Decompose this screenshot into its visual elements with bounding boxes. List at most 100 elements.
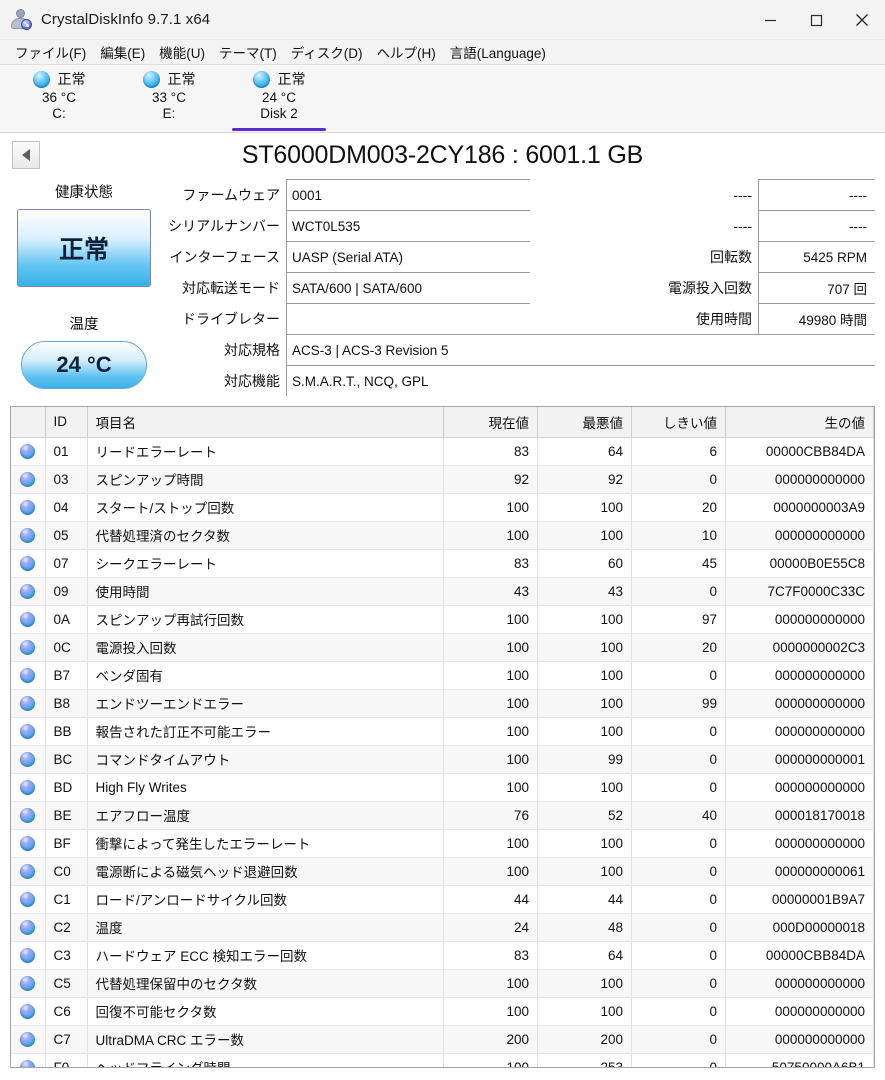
field-blank-2: ---- ---- <box>650 210 875 241</box>
maximize-icon[interactable] <box>793 0 839 40</box>
table-row[interactable]: BF 衝撃によって発生したエラーレート 100 100 0 000000000000 <box>11 829 874 858</box>
table-row[interactable]: BB 報告された訂正不可能エラー 100 100 0 000000000000 <box>11 717 874 746</box>
row-threshold: 0 <box>631 1053 726 1067</box>
col-header-threshold[interactable]: しきい値 <box>631 407 726 438</box>
row-status-cell <box>11 941 46 970</box>
disk-tab-1[interactable]: 正常 33 °C E: <box>114 65 224 131</box>
row-worst: 100 <box>537 493 632 522</box>
row-raw: 000000000000 <box>725 605 874 634</box>
table-row[interactable]: C3 ハードウェア ECC 検知エラー回数 83 64 0 00000CBB84DA <box>11 941 874 970</box>
close-icon[interactable] <box>839 0 885 40</box>
row-current: 44 <box>443 885 538 914</box>
disk-tab-0[interactable]: 正常 36 °C C: <box>4 65 114 131</box>
row-name: スタート/ストップ回数 <box>87 493 444 522</box>
row-status-cell <box>11 437 46 466</box>
table-row[interactable]: C5 代替処理保留中のセクタ数 100 100 0 000000000000 <box>11 969 874 998</box>
minimize-icon[interactable] <box>747 0 793 40</box>
table-row[interactable]: 0C 電源投入回数 100 100 20 0000000002C3 <box>11 633 874 662</box>
menu-file[interactable]: ファイル(F) <box>15 46 87 61</box>
row-worst: 100 <box>537 717 632 746</box>
table-row[interactable]: C7 UltraDMA CRC エラー数 200 200 0 000000000000 <box>11 1025 874 1054</box>
row-current: 100 <box>443 773 538 802</box>
smart-attributes-panel[interactable]: ID 項目名 現在値 最悪値 しきい値 生の値 01 リードエラーレート 83 64 6… <box>10 406 875 1068</box>
menu-function[interactable]: 機能(U) <box>159 46 205 61</box>
table-row[interactable]: 04 スタート/ストップ回数 100 100 20 0000000003A9 <box>11 493 874 522</box>
row-name: ハードウェア ECC 検知エラー回数 <box>87 941 444 970</box>
row-raw: 0000000002C3 <box>725 633 874 662</box>
row-worst: 52 <box>537 801 632 830</box>
row-id: BC <box>45 745 88 774</box>
col-header-raw[interactable]: 生の値 <box>725 407 874 438</box>
row-status-cell <box>11 493 46 522</box>
disk-tab-name: E: <box>162 106 176 121</box>
field-label: インターフェース <box>169 248 280 265</box>
row-threshold: 0 <box>631 969 726 998</box>
field-label: 対応規格 <box>224 341 280 358</box>
col-header-worst[interactable]: 最悪値 <box>537 407 632 438</box>
table-row[interactable]: C6 回復不可能セクタ数 100 100 0 000000000000 <box>11 997 874 1026</box>
field-power-on-count: 電源投入回数 707 回 <box>650 272 875 303</box>
table-row[interactable]: F0ヘッドフライング時間100253050750000A6B1 <box>11 1053 874 1067</box>
field-label: 対応機能 <box>224 372 280 389</box>
row-threshold: 40 <box>631 801 726 830</box>
menu-edit[interactable]: 編集(E) <box>100 46 146 61</box>
status-dot-good-icon <box>20 583 36 599</box>
health-status-badge[interactable]: 正常 <box>17 209 151 287</box>
row-status-cell <box>11 857 46 886</box>
health-bulb-icon <box>142 70 160 88</box>
row-name: エンドツーエンドエラー <box>87 689 444 718</box>
row-name: ヘッドフライング時間 <box>87 1053 444 1067</box>
table-row[interactable]: 05 代替処理済のセクタ数 100 100 10 000000000000 <box>11 521 874 550</box>
table-row[interactable]: 01 リードエラーレート 83 64 6 00000CBB84DA <box>11 437 874 466</box>
disk-tab-2[interactable]: 正常 24 °C Disk 2 <box>224 65 334 131</box>
row-status-cell <box>11 885 46 914</box>
status-dot-good-icon <box>20 555 36 571</box>
row-raw: 000000000061 <box>725 857 874 886</box>
table-row[interactable]: 09 使用時間 43 43 0 7C7F0000C33C <box>11 577 874 606</box>
row-raw: 000000000000 <box>725 1025 874 1054</box>
table-row[interactable]: BD High Fly Writes 100 100 0 000000000000 <box>11 773 874 802</box>
table-row[interactable]: 07 シークエラーレート 83 60 45 00000B0E55C8 <box>11 549 874 578</box>
health-bulb-icon <box>252 70 270 88</box>
temperature-badge[interactable]: 24 °C <box>21 341 147 389</box>
row-current: 100 <box>443 997 538 1026</box>
title-bar: CrystalDiskInfo 9.7.1 x64 <box>0 0 885 40</box>
row-raw: 000018170018 <box>725 801 874 830</box>
table-row[interactable]: BE エアフロー温度 76 52 40 000018170018 <box>11 801 874 830</box>
row-name: エアフロー温度 <box>87 801 444 830</box>
prev-disk-button[interactable] <box>12 141 40 169</box>
field-value: ACS-3 | ACS-3 Revision 5 <box>286 334 875 365</box>
field-label: ---- <box>733 186 752 203</box>
temperature-label: 温度 <box>69 317 99 333</box>
field-power-on-hours: 使用時間 49980 時間 <box>650 303 875 334</box>
table-row[interactable]: C0 電源断による磁気ヘッド退避回数 100 100 0 000000000061 <box>11 857 874 886</box>
row-current: 83 <box>443 437 538 466</box>
row-status-cell <box>11 801 46 830</box>
menu-disk[interactable]: ディスク(D) <box>290 46 363 61</box>
col-header-id[interactable]: ID <box>45 407 88 438</box>
menu-language[interactable]: 言語(Language) <box>449 46 546 61</box>
row-id: C0 <box>45 857 88 886</box>
row-id: C2 <box>45 913 88 942</box>
table-row[interactable]: 03 スピンアップ時間 92 92 0 000000000000 <box>11 465 874 494</box>
status-dot-good-icon <box>20 779 36 795</box>
table-row[interactable]: B7 ベンダ固有 100 100 0 000000000000 <box>11 661 874 690</box>
health-bulb-icon <box>32 70 50 88</box>
table-row[interactable]: 0A スピンアップ再試行回数 100 100 97 000000000000 <box>11 605 874 634</box>
table-row[interactable]: BC コマンドタイムアウト 100 99 0 000000000001 <box>11 745 874 774</box>
menu-help[interactable]: ヘルプ(H) <box>376 46 436 61</box>
table-row[interactable]: C1 ロード/アンロードサイクル回数 44 44 0 00000001B9A7 <box>11 885 874 914</box>
col-header-name[interactable]: 項目名 <box>87 407 444 438</box>
row-status-cell <box>11 633 46 662</box>
field-value: ---- <box>758 179 875 210</box>
disk-tab-name: C: <box>52 106 66 121</box>
table-row[interactable]: B8 エンドツーエンドエラー 100 100 99 000000000000 <box>11 689 874 718</box>
status-dot-good-icon <box>20 695 36 711</box>
row-current: 100 <box>443 521 538 550</box>
status-dot-good-icon <box>20 947 36 963</box>
row-id: B7 <box>45 661 88 690</box>
col-header-status[interactable] <box>11 407 46 438</box>
table-row[interactable]: C2 温度 24 48 0 000D00000018 <box>11 913 874 942</box>
col-header-current[interactable]: 現在値 <box>443 407 538 438</box>
menu-theme[interactable]: テーマ(T) <box>219 46 277 61</box>
